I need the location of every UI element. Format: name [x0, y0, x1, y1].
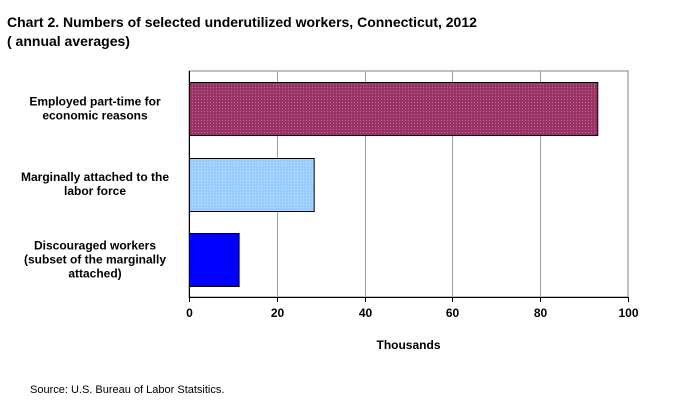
x-tick-label: 100 — [618, 306, 638, 320]
x-tick-label: 20 — [271, 306, 285, 320]
chart-title-line-2: ( annual averages) — [7, 33, 130, 49]
chart-title: Chart 2. Numbers of selected underutiliz… — [7, 13, 477, 51]
x-tick-label: 80 — [534, 306, 548, 320]
bar — [189, 158, 315, 212]
category-label: (subset of the marginally — [24, 252, 166, 266]
category-label: attached) — [68, 266, 121, 280]
bar — [189, 233, 240, 287]
x-axis-label: Thousands — [376, 338, 440, 352]
category-label: Marginally attached to the — [21, 170, 169, 184]
x-tick-label: 0 — [186, 306, 193, 320]
x-tick-label: 40 — [359, 306, 373, 320]
category-label: labor force — [64, 184, 126, 198]
x-tick-label: 60 — [446, 306, 460, 320]
bar — [189, 82, 599, 136]
category-label: economic reasons — [42, 109, 148, 123]
source-note: Source: U.S. Bureau of Labor Statsitics. — [30, 384, 225, 396]
chart-title-line-1: Chart 2. Numbers of selected underutiliz… — [7, 14, 477, 30]
category-label: Employed part-time for — [29, 95, 161, 109]
category-label: Discouraged workers — [34, 238, 156, 252]
